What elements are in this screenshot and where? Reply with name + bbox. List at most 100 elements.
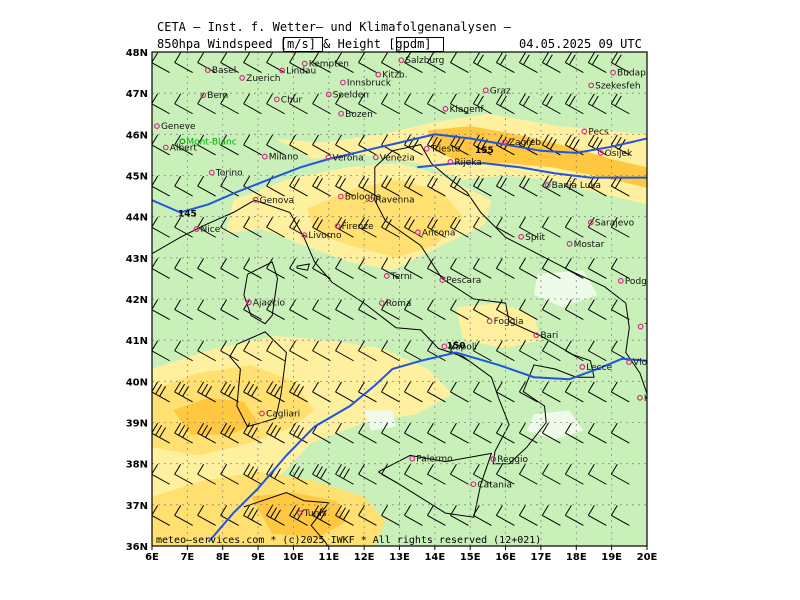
city-marker bbox=[443, 37, 448, 42]
city-label: Napoli bbox=[448, 342, 476, 352]
wind-barb bbox=[564, 52, 584, 74]
contour-label: 145 bbox=[178, 210, 197, 220]
wind-barb bbox=[335, 340, 354, 362]
wind-barb bbox=[381, 258, 400, 279]
wind-barb bbox=[381, 463, 400, 485]
wind-barb bbox=[266, 93, 285, 115]
wind-zone-yellow-apulia bbox=[456, 303, 541, 349]
city-label: Osijek bbox=[605, 149, 633, 159]
city-marker bbox=[441, 343, 448, 350]
wind-barb bbox=[518, 381, 538, 403]
mont-blanc-label: Mont-Blanc bbox=[186, 137, 236, 147]
city-marker bbox=[245, 299, 252, 306]
wind-barb bbox=[564, 340, 584, 362]
city-label: Foggia bbox=[494, 317, 524, 327]
wind-barb bbox=[289, 93, 308, 115]
wind-barb bbox=[541, 134, 561, 156]
wind-barb bbox=[541, 93, 561, 115]
city-marker bbox=[301, 60, 308, 67]
header-institute: CETA — Inst. f. Wetter— und Klimafolgena… bbox=[157, 20, 512, 34]
wind-barb bbox=[541, 463, 561, 485]
wind-barb bbox=[564, 381, 584, 403]
wind-barb bbox=[404, 258, 423, 279]
coastlines bbox=[152, 144, 647, 546]
wind-barb bbox=[243, 216, 262, 238]
wind-barb bbox=[358, 463, 377, 485]
contour-150 bbox=[207, 351, 647, 543]
city-marker bbox=[296, 510, 303, 516]
wind-barb bbox=[174, 422, 193, 444]
wind-barb bbox=[266, 134, 285, 156]
city-label: Cagliari bbox=[266, 409, 300, 419]
city-marker bbox=[637, 394, 643, 401]
wind-barb bbox=[335, 422, 354, 444]
wind-barb bbox=[495, 52, 515, 74]
city-marker bbox=[301, 232, 308, 239]
wind-barb bbox=[335, 93, 354, 115]
wind-barb bbox=[312, 463, 331, 485]
wind-barb bbox=[518, 422, 538, 444]
lon-tick-label: 8E bbox=[216, 552, 230, 563]
wind-barb bbox=[243, 340, 262, 362]
wind-barb bbox=[541, 340, 561, 362]
city-marker bbox=[204, 67, 211, 74]
city-marker bbox=[200, 92, 207, 99]
city-marker bbox=[162, 144, 169, 151]
wind-barb bbox=[243, 52, 262, 74]
city-label: Venezia bbox=[380, 153, 415, 163]
wind-barb bbox=[358, 258, 377, 279]
city-label: Bologna bbox=[345, 192, 382, 202]
city-marker bbox=[398, 57, 405, 64]
wind-barb bbox=[472, 175, 492, 197]
wind-barb bbox=[289, 216, 308, 238]
wind-barb bbox=[335, 52, 354, 74]
lat-tick-label: 44N bbox=[126, 213, 148, 224]
wind-barb bbox=[152, 216, 170, 238]
wind-barb bbox=[174, 216, 193, 238]
wind-barb bbox=[243, 299, 262, 321]
wind-barb bbox=[427, 463, 446, 485]
city-marker bbox=[544, 182, 551, 188]
city-label: Bari bbox=[540, 331, 558, 341]
wind-barb bbox=[518, 175, 538, 197]
lon-tick-label: 16E bbox=[495, 552, 516, 563]
city-label: Linz bbox=[449, 36, 467, 46]
city-marker bbox=[334, 223, 341, 230]
wind-barb bbox=[152, 463, 170, 485]
city-marker bbox=[579, 364, 586, 370]
city-label: Torino bbox=[215, 169, 243, 179]
wind-barb bbox=[174, 258, 193, 279]
city-marker bbox=[208, 169, 215, 176]
wind-barb bbox=[472, 422, 492, 444]
wind-zone-yellow-adriatic bbox=[307, 179, 464, 258]
lon-tick-label: 7E bbox=[180, 552, 194, 563]
wind-barb bbox=[381, 175, 400, 197]
wind-barb bbox=[450, 134, 469, 156]
axis-labels: 6E 7E 8E 9E 10E 11E 12E 13E 14E 15E 16E 17E 18E 19E 20… bbox=[126, 48, 658, 563]
wind-barb bbox=[404, 93, 423, 115]
wind-barb bbox=[197, 216, 216, 238]
wind-barb bbox=[587, 381, 607, 403]
wind-barb bbox=[587, 299, 607, 321]
wind-barb bbox=[450, 175, 469, 197]
coast-elba bbox=[296, 263, 310, 271]
wind-barb bbox=[220, 381, 239, 403]
city-marker bbox=[588, 82, 595, 89]
wind-barb bbox=[610, 422, 630, 444]
city-marker bbox=[378, 300, 385, 307]
wind-barb bbox=[152, 340, 170, 362]
wind-barb bbox=[541, 422, 561, 444]
lon-tick-label: 6E bbox=[145, 552, 159, 563]
wind-barb bbox=[610, 463, 630, 485]
lon-tick-label: 18E bbox=[566, 552, 587, 563]
lat-tick-label: 45N bbox=[126, 172, 148, 183]
city-marker bbox=[340, 79, 346, 86]
wind-barb bbox=[404, 381, 423, 403]
lat-tick-label: 42N bbox=[126, 295, 148, 306]
city-marker bbox=[337, 193, 344, 200]
wind-barb bbox=[450, 52, 469, 74]
wind-barb bbox=[152, 381, 170, 403]
lon-tick-label: 12E bbox=[354, 552, 375, 563]
wind-barb bbox=[381, 505, 400, 526]
